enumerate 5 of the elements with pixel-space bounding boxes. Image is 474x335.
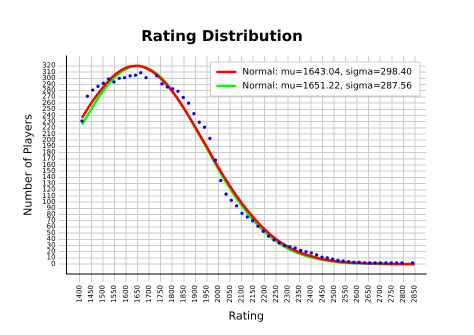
chart-title: Rating Distribution (141, 26, 303, 45)
x-axis-title: Rating (228, 309, 264, 322)
legend-label: Normal: mu=1643.04, sigma=298.40 (242, 67, 412, 78)
legend-label: Normal: mu=1651.22, sigma=287.56 (242, 81, 412, 92)
y-axis-title: Number of Players (21, 114, 34, 216)
